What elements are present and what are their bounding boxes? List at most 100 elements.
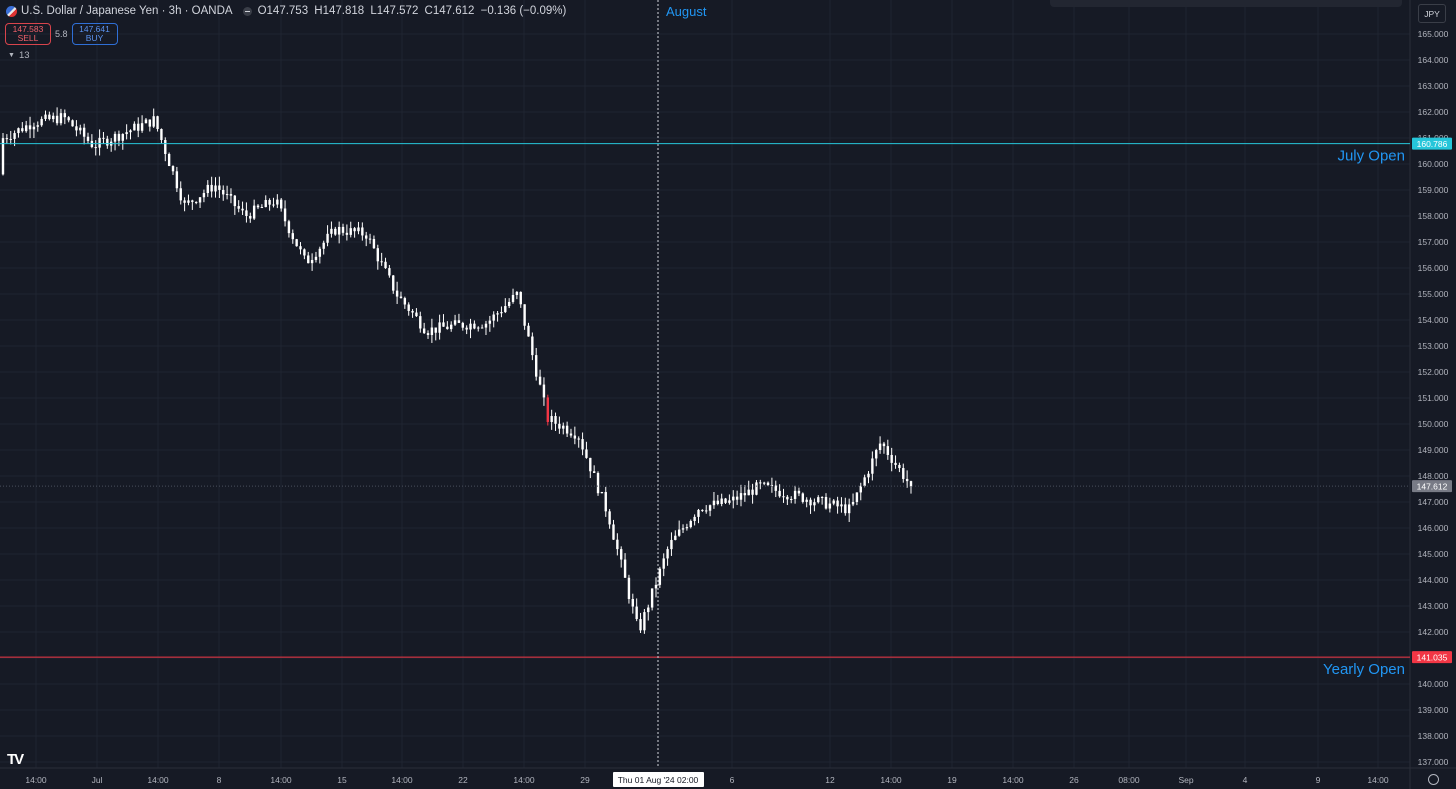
change-value: −0.136 (−0.09%) [480, 5, 567, 17]
candle [48, 114, 51, 120]
buy-button[interactable]: 147.641 BUY [71, 23, 118, 45]
last-price-tag [1412, 480, 1452, 493]
candle [395, 290, 399, 297]
candle [558, 423, 561, 429]
candle [538, 376, 542, 385]
candle [388, 268, 391, 276]
minus-icon[interactable] [242, 6, 252, 16]
candle [677, 529, 681, 536]
candle [152, 116, 155, 127]
candle [98, 137, 101, 148]
candle [681, 528, 685, 530]
candle [121, 134, 124, 141]
chart-header: U.S. Dollar / Japanese Yen · 3h · OANDA … [0, 0, 569, 22]
candle [685, 527, 689, 529]
candle [415, 312, 418, 317]
candle [716, 500, 720, 504]
candle [890, 454, 893, 463]
buy-price: 147.641 [79, 24, 110, 34]
crosshair-time-tag [613, 772, 704, 787]
sell-button[interactable]: 147.583 SELL [5, 23, 51, 45]
candle [295, 239, 298, 247]
y-tick-label: 150.000 [1418, 419, 1449, 429]
candle [79, 127, 82, 131]
candle [191, 200, 194, 202]
candle [562, 425, 565, 429]
candle [419, 316, 422, 329]
trade-buttons: 147.583 SELL 5.8 147.641 BUY [5, 23, 118, 45]
candle [113, 133, 117, 142]
candle [372, 238, 376, 249]
x-tick-label: 6 [730, 775, 735, 785]
candle [225, 194, 229, 196]
indicators-toggle[interactable]: ▼ 13 [8, 50, 30, 61]
candle [581, 439, 584, 450]
candle [125, 132, 128, 135]
candle [604, 492, 607, 512]
x-tick-label: 14:00 [513, 775, 535, 785]
candle [303, 249, 306, 256]
candle [106, 138, 109, 146]
symbol-title[interactable]: U.S. Dollar / Japanese Yen · 3h · OANDA [21, 5, 233, 17]
us-flag-icon [6, 5, 17, 17]
sell-label: SELL [17, 33, 39, 43]
candle [260, 207, 264, 209]
candle [786, 496, 789, 500]
candle [739, 493, 743, 500]
candle [179, 188, 182, 201]
last-price-label: 147.612 [1417, 482, 1448, 492]
candle [697, 509, 700, 517]
candle [863, 477, 866, 486]
candle [156, 116, 159, 129]
candle [403, 298, 407, 305]
candle [875, 450, 878, 459]
candle [299, 246, 302, 250]
x-tick-label: 22 [458, 775, 468, 785]
tradingview-logo[interactable]: TV [7, 751, 24, 768]
candle [291, 233, 294, 240]
candle [600, 492, 604, 494]
candle [790, 498, 793, 500]
candle [762, 482, 766, 484]
y-tick-label: 164.000 [1418, 55, 1449, 65]
candle [720, 498, 723, 504]
candle [851, 501, 855, 505]
x-tick-label: 14:00 [391, 775, 413, 785]
candle [774, 485, 777, 491]
candle [724, 498, 727, 503]
candle [550, 416, 553, 422]
candle [450, 324, 453, 330]
drawing-toolbar[interactable] [1050, 0, 1402, 7]
candle [198, 197, 202, 203]
candle [430, 327, 434, 335]
candle [422, 328, 426, 334]
candle [71, 120, 74, 127]
candle [832, 500, 835, 504]
candle [631, 598, 635, 607]
candle [824, 496, 828, 509]
candle [627, 577, 631, 599]
candle [674, 535, 677, 540]
candle [531, 336, 534, 356]
candle [183, 200, 186, 203]
candle [187, 200, 190, 203]
gear-icon[interactable] [1428, 774, 1439, 785]
candle [133, 123, 136, 131]
currency-selector[interactable]: JPY [1418, 4, 1446, 23]
candle [693, 516, 696, 521]
candle [728, 500, 731, 503]
candle [817, 497, 820, 503]
candle [214, 185, 217, 192]
y-tick-label: 163.000 [1418, 81, 1449, 91]
crosshair-time-label: Thu 01 Aug '24 02:00 [618, 775, 699, 785]
candle [194, 201, 198, 203]
candle [705, 510, 708, 512]
candle [577, 438, 580, 440]
x-tick-label: 14:00 [270, 775, 292, 785]
candle [233, 195, 237, 207]
candle [569, 433, 573, 436]
candle [202, 193, 206, 198]
candle [384, 261, 387, 269]
x-tick-label: 12 [825, 775, 835, 785]
